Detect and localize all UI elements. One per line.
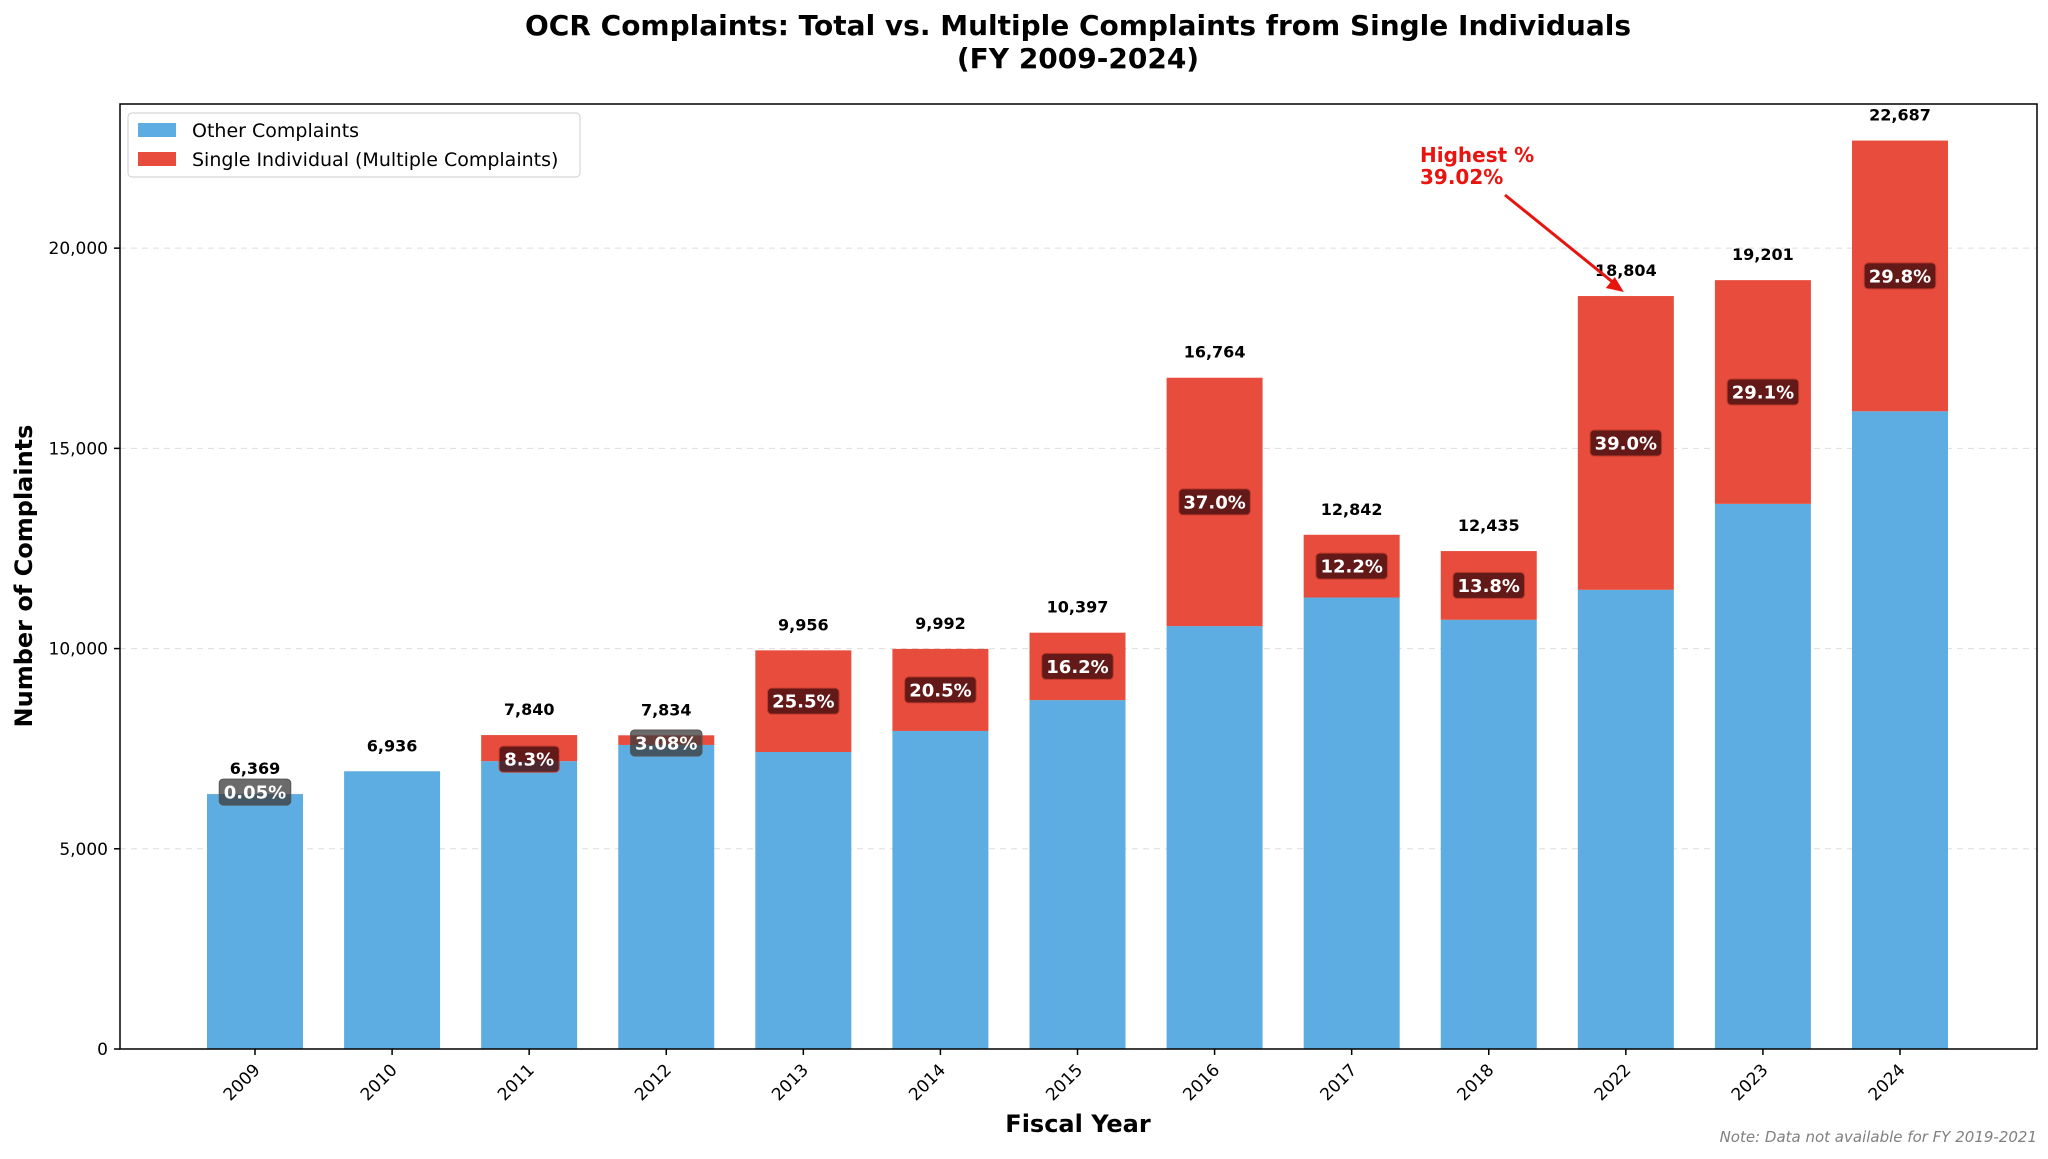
total-label-2018: 12,435: [1458, 516, 1520, 535]
percent-badge-2017: [1315, 552, 1388, 580]
percent-label-2011: 8.3%: [504, 750, 554, 771]
bar-other-2023: [1714, 503, 1811, 1049]
bar-other-2016: [1166, 626, 1263, 1049]
percent-badge-2013: [767, 687, 840, 715]
bar-other-2022: [1577, 589, 1674, 1049]
legend-label-other: Other Complaints: [192, 120, 359, 142]
y-axis-ticks: 0 5,000 10,000 15,000 20,000: [49, 239, 120, 1060]
total-label-2010: 6,936: [367, 736, 418, 755]
percent-badge-2012: [630, 729, 703, 757]
bar-other-2012: [618, 744, 715, 1049]
total-label-2016: 16,764: [1184, 343, 1246, 362]
bar-other-2018: [1440, 619, 1537, 1049]
chart-title: OCR Complaints: Total vs. Multiple Compl…: [525, 9, 1631, 42]
total-label-2023: 19,201: [1732, 245, 1794, 264]
total-label-2014: 9,992: [915, 614, 966, 633]
bar-other-2009: [207, 794, 303, 1049]
annotation-line2: 39.02%: [1420, 165, 1503, 189]
total-label-2017: 12,842: [1321, 500, 1383, 519]
percent-badge-2011: [498, 745, 560, 773]
x-axis-label: Fiscal Year: [1005, 1110, 1151, 1138]
percent-label-2012: 3.08%: [635, 733, 697, 754]
percent-badge-2009: [218, 778, 292, 806]
percent-badge-2023: [1726, 378, 1800, 406]
legend-label-single: Single Individual (Multiple Complaints): [192, 149, 558, 171]
bar-labels: 6,369 0.05% 6,936 7,840 8.3% 7,834 3.08% 9,956 2…: [218, 106, 1937, 806]
total-label-2024: 22,687: [1869, 106, 1931, 125]
annotation-highest: Highest % 39.02%: [1420, 143, 1624, 293]
total-label-2009: 6,369: [230, 759, 281, 778]
percent-label-2017: 12.2%: [1320, 557, 1382, 578]
percent-label-2013: 25.5%: [772, 692, 834, 713]
bar-other-2017: [1303, 597, 1400, 1049]
bar-other-2015: [1029, 700, 1126, 1049]
y-axis-label: Number of Complaints: [10, 425, 38, 728]
legend-box: [127, 112, 581, 178]
bar-other-2010: [344, 771, 441, 1049]
legend-swatch-other: [138, 123, 176, 137]
annotation-line1: Highest %: [1420, 143, 1534, 167]
y-tick-label: 10,000: [49, 640, 108, 660]
percent-label-2022: 39.0%: [1595, 433, 1657, 454]
footnote: Note: Data not available for FY 2019-202…: [1720, 1128, 2037, 1146]
percent-label-2014: 20.5%: [909, 680, 971, 701]
total-label-2011: 7,840: [504, 700, 555, 719]
plot-frame: [119, 103, 2038, 1050]
bar-other-2014: [892, 730, 989, 1049]
legend-swatch-single: [138, 152, 176, 166]
bar-other-2011: [481, 761, 578, 1049]
percent-badge-2016: [1178, 488, 1251, 516]
bar-other-2024: [1852, 411, 1948, 1049]
annotation-arrowhead: [1605, 277, 1624, 293]
percent-badge-2022: [1589, 429, 1663, 457]
bar-other-2013: [755, 752, 852, 1049]
percent-badge-2024: [1863, 262, 1937, 290]
total-label-2013: 9,956: [778, 615, 829, 634]
y-tick-label: 20,000: [49, 239, 108, 259]
bars: [207, 140, 1948, 1049]
percent-badge-2015: [1041, 652, 1114, 680]
y-tick-label: 5,000: [59, 840, 108, 860]
percent-label-2024: 29.8%: [1869, 266, 1931, 287]
y-tick-label: 0: [97, 1040, 108, 1060]
percent-label-2015: 16.2%: [1046, 657, 1108, 678]
chart-subtitle: (FY 2009-2024): [957, 42, 1199, 75]
total-label-2012: 7,834: [641, 700, 692, 719]
total-label-2022: 18,804: [1595, 261, 1657, 280]
percent-badge-2014: [904, 676, 977, 704]
percent-label-2009: 0.05%: [224, 783, 286, 804]
percent-label-2023: 29.1%: [1732, 383, 1794, 404]
percent-badge-2018: [1452, 571, 1525, 599]
y-tick-label: 15,000: [49, 439, 108, 459]
annotation-arrow: [1504, 193, 1620, 289]
percent-label-2018: 13.8%: [1458, 576, 1520, 597]
percent-label-2016: 37.0%: [1183, 492, 1245, 513]
legend: Other Complaints Single Individual (Mult…: [127, 112, 581, 178]
total-label-2015: 10,397: [1047, 598, 1109, 617]
